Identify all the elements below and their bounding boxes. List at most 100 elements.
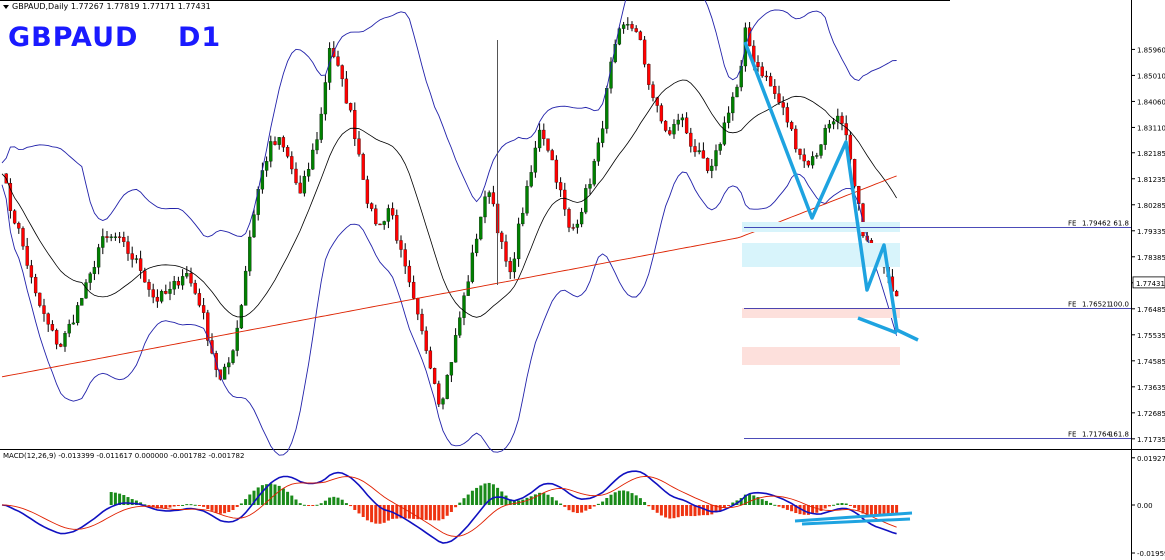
candle [802, 154, 806, 162]
candle [840, 115, 844, 124]
candle [206, 312, 210, 341]
macd-bar [118, 493, 122, 505]
candle [542, 129, 546, 139]
candle [449, 362, 454, 376]
candle [504, 241, 508, 262]
candle [781, 102, 785, 108]
candle [722, 122, 727, 145]
macd-bar [895, 505, 899, 515]
candle [630, 24, 634, 29]
candle [403, 249, 407, 267]
macd-bar [382, 505, 386, 523]
candle [8, 183, 13, 211]
candle [651, 84, 655, 98]
macd-bar [294, 499, 298, 505]
candle [101, 236, 105, 248]
macd-bar [504, 495, 508, 505]
price-tick-label: 1.79335 [1137, 228, 1165, 236]
macd-bar [886, 505, 890, 515]
candle [432, 368, 437, 384]
candle [290, 156, 294, 170]
macd-bar [475, 487, 479, 505]
candle [689, 132, 693, 147]
candle [50, 324, 55, 331]
candle [189, 273, 193, 284]
candle [579, 211, 584, 225]
candle [235, 327, 239, 351]
candle [193, 282, 197, 294]
wave-annotation-base [857, 316, 898, 335]
candle [483, 196, 487, 218]
macd-bar [433, 505, 437, 521]
candle [831, 121, 836, 125]
macd-bar [185, 504, 189, 506]
macd-bar [853, 505, 857, 508]
macd-bar [844, 503, 848, 505]
macd-bar [155, 505, 159, 509]
macd-bar [281, 488, 285, 505]
macd-bar [664, 505, 668, 518]
macd-bar [386, 505, 390, 521]
candle [210, 340, 214, 354]
macd-bar [760, 499, 764, 505]
candle [164, 291, 168, 294]
candle [176, 281, 181, 286]
macd-bar [752, 495, 756, 505]
candle [378, 223, 382, 226]
macd-bar [672, 505, 676, 519]
macd-label: MACD(12,26,9) -0.013399 -0.011617 0.0000… [3, 452, 245, 460]
macd-bar [764, 500, 768, 505]
candle [67, 323, 71, 334]
bollinger-lower [1, 171, 898, 456]
candle [130, 253, 134, 260]
macd-bar [827, 505, 831, 507]
macd-bar [290, 495, 294, 505]
candle [92, 267, 97, 274]
macd-bar [210, 505, 214, 511]
candle [617, 28, 622, 45]
candle [571, 227, 575, 229]
candle [470, 252, 475, 282]
macd-bar [181, 504, 185, 506]
macd-bar [223, 505, 227, 514]
candle [462, 295, 466, 318]
macd-bar [260, 485, 264, 505]
candle [441, 398, 445, 405]
macd-bar [685, 505, 689, 516]
macd-bar [378, 505, 382, 524]
candle [546, 138, 550, 151]
macd-annotation-1 [794, 511, 913, 523]
macd-bar [714, 505, 718, 513]
macd-bar [353, 505, 357, 510]
candle [302, 176, 307, 194]
candle [168, 288, 172, 294]
macd-bar [529, 496, 533, 505]
chevron-down-icon[interactable] [3, 4, 9, 9]
candle [474, 238, 479, 254]
macd-bar [311, 505, 315, 506]
candle [395, 215, 399, 241]
candle [437, 383, 441, 405]
wave-annotation [743, 41, 919, 342]
candle [138, 258, 143, 271]
macd-bar [357, 505, 361, 514]
price-tick-label: 1.72685 [1137, 410, 1165, 418]
macd-bar [538, 492, 542, 505]
candle [558, 182, 563, 191]
macd-bar [441, 505, 445, 520]
candle [298, 182, 302, 194]
macd-bar [790, 505, 794, 512]
candle [151, 289, 155, 298]
candle [273, 141, 277, 145]
price-tick-label: 1.81235 [1137, 176, 1165, 184]
candle [806, 160, 811, 166]
candle [684, 117, 689, 134]
macd-bar [655, 505, 659, 513]
zone-blue-1 [742, 222, 900, 232]
macd-bar [134, 500, 138, 505]
candle [407, 265, 412, 283]
macd-bar [328, 497, 332, 505]
macd-bar [176, 505, 180, 506]
macd-bar [508, 499, 512, 505]
